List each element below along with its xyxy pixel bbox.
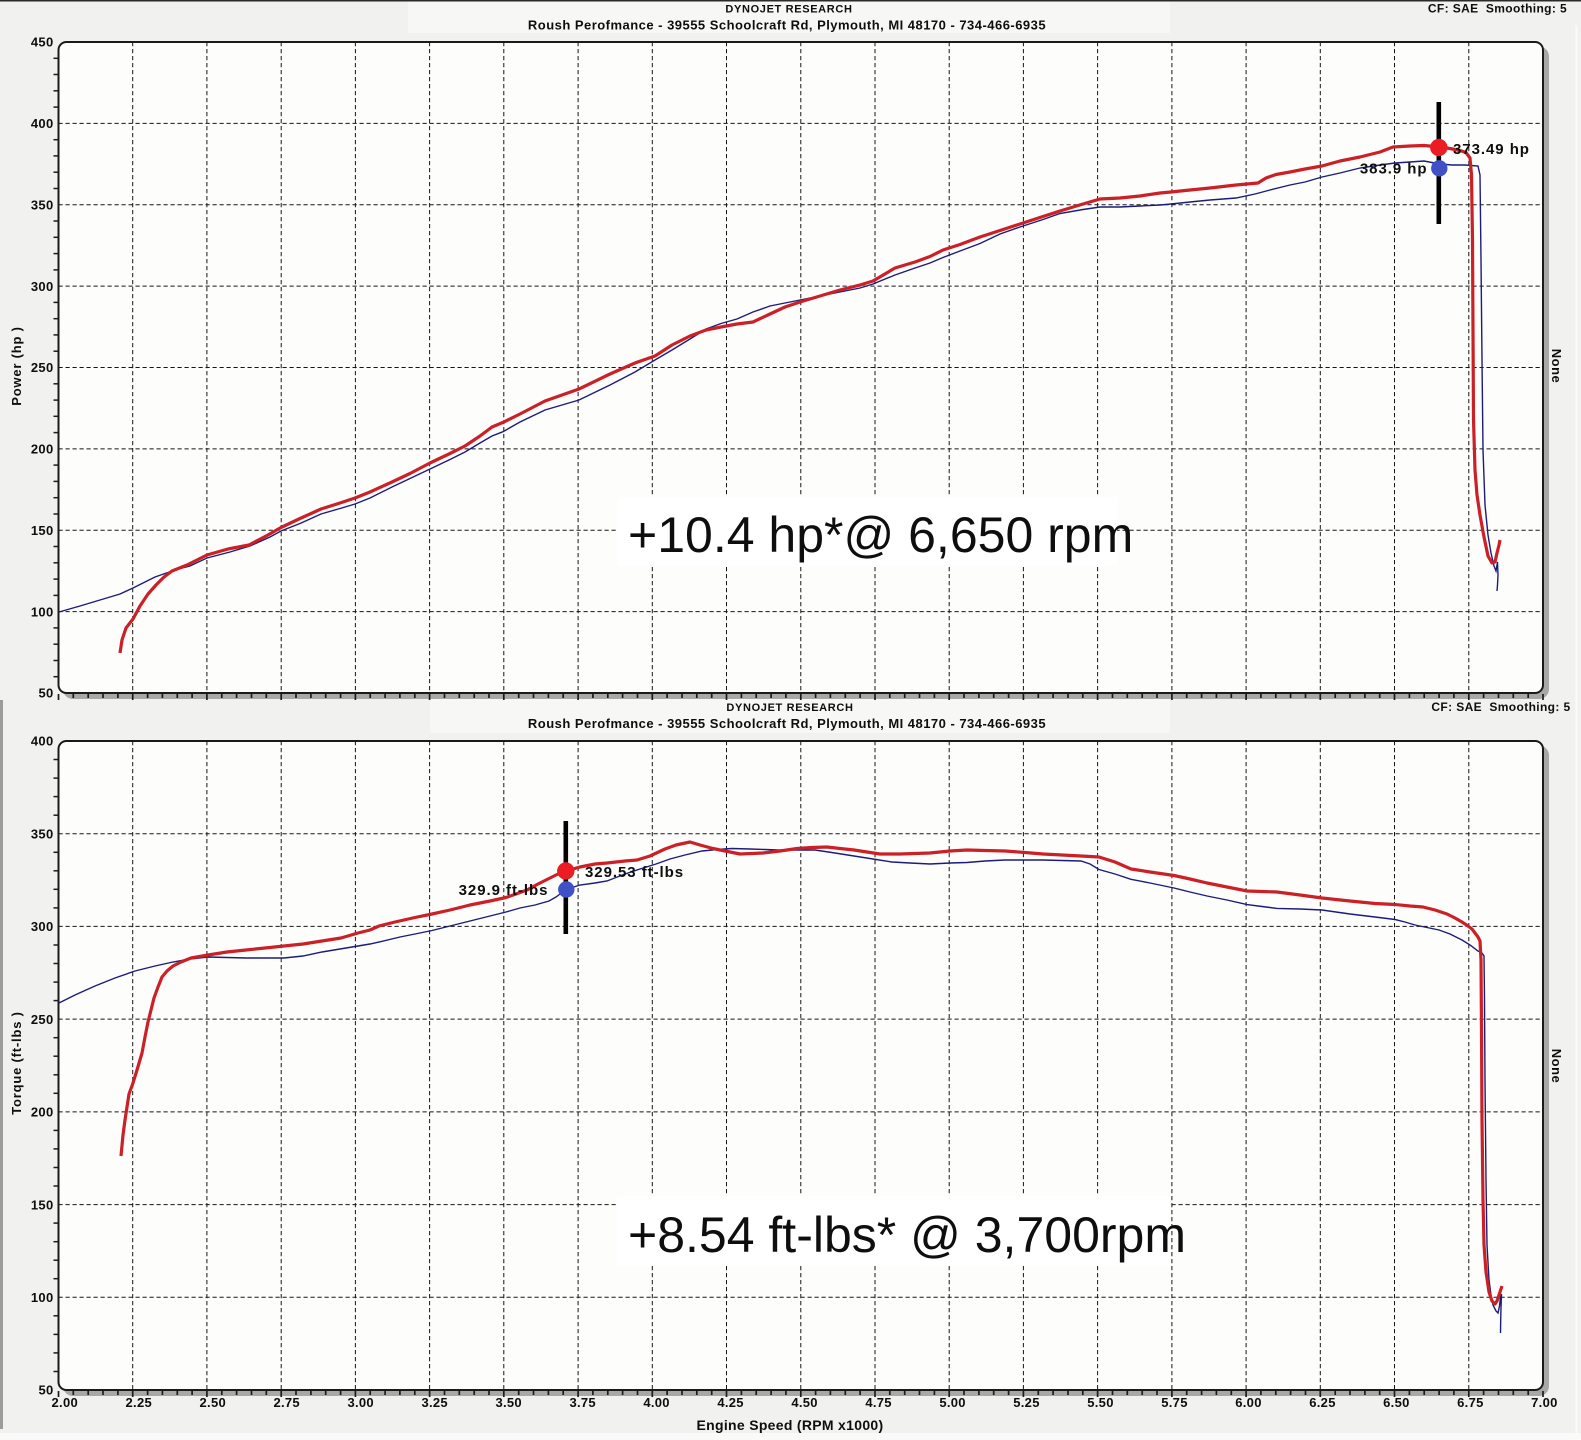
svg-text:2.00: 2.00 [52, 1395, 79, 1410]
svg-text:450: 450 [31, 35, 54, 50]
svg-text:100: 100 [31, 1290, 54, 1305]
svg-text:DYNOJET RESEARCH: DYNOJET RESEARCH [726, 702, 853, 714]
svg-text:150: 150 [31, 523, 54, 538]
svg-text:5.50: 5.50 [1087, 1395, 1114, 1410]
svg-text:4.00: 4.00 [643, 1395, 670, 1410]
svg-text:5.25: 5.25 [1013, 1395, 1040, 1410]
svg-text:6.00: 6.00 [1235, 1395, 1262, 1410]
svg-text:200: 200 [31, 1105, 54, 1120]
svg-text:250: 250 [31, 1012, 54, 1027]
svg-text:2.50: 2.50 [200, 1395, 227, 1410]
svg-text:329.53 ft-lbs: 329.53 ft-lbs [585, 864, 684, 881]
svg-text:3.75: 3.75 [569, 1395, 596, 1410]
svg-text:5.00: 5.00 [939, 1395, 966, 1410]
svg-text:None: None [1549, 349, 1564, 384]
svg-text:5.75: 5.75 [1161, 1395, 1188, 1410]
svg-text:CF: SAE Smoothing: 5: CF: SAE Smoothing: 5 [1431, 700, 1570, 714]
svg-text:3.50: 3.50 [495, 1395, 522, 1410]
svg-text:329.9 ft-lbs: 329.9 ft-lbs [459, 882, 549, 899]
svg-text:100: 100 [31, 604, 54, 619]
svg-text:DYNOJET RESEARCH: DYNOJET RESEARCH [725, 4, 852, 16]
svg-text:6.50: 6.50 [1383, 1395, 1410, 1410]
svg-text:2.75: 2.75 [273, 1395, 300, 1410]
svg-text:350: 350 [31, 197, 54, 212]
svg-text:+8.54 ft-lbs* @ 3,700rpm: +8.54 ft-lbs* @ 3,700rpm [628, 1207, 1186, 1263]
svg-text:2.25: 2.25 [126, 1395, 153, 1410]
svg-text:+10.4 hp*@ 6,650 rpm: +10.4 hp*@ 6,650 rpm [628, 507, 1133, 563]
svg-text:None: None [1549, 1049, 1564, 1084]
svg-text:4.25: 4.25 [717, 1395, 744, 1410]
svg-text:4.50: 4.50 [791, 1395, 818, 1410]
svg-text:400: 400 [31, 734, 54, 749]
svg-text:383.9 hp: 383.9 hp [1360, 160, 1428, 177]
svg-text:50: 50 [38, 1383, 53, 1398]
svg-text:6.25: 6.25 [1309, 1395, 1336, 1410]
svg-text:400: 400 [31, 116, 54, 131]
svg-text:300: 300 [31, 919, 54, 934]
svg-text:350: 350 [31, 826, 54, 841]
svg-text:Roush Perofmance - 39555 Schoo: Roush Perofmance - 39555 Schoolcraft Rd,… [528, 18, 1046, 33]
svg-text:150: 150 [31, 1197, 54, 1212]
svg-text:Power (hp ): Power (hp ) [9, 326, 24, 406]
svg-text:6.75: 6.75 [1457, 1395, 1484, 1410]
svg-text:Roush Perofmance - 39555 Schoo: Roush Perofmance - 39555 Schoolcraft Rd,… [528, 716, 1046, 731]
svg-text:300: 300 [31, 279, 54, 294]
svg-text:50: 50 [38, 686, 53, 701]
svg-text:3.00: 3.00 [347, 1395, 374, 1410]
svg-text:Torque (ft-lbs ): Torque (ft-lbs ) [9, 1011, 24, 1115]
svg-text:7.00: 7.00 [1531, 1395, 1558, 1410]
svg-text:250: 250 [31, 360, 54, 375]
svg-text:4.75: 4.75 [865, 1395, 892, 1410]
svg-text:CF: SAE Smoothing: 5: CF: SAE Smoothing: 5 [1428, 2, 1567, 16]
svg-text:200: 200 [31, 442, 54, 457]
svg-text:Engine Speed (RPM x1000): Engine Speed (RPM x1000) [697, 1417, 884, 1433]
svg-text:373.49 hp: 373.49 hp [1453, 141, 1530, 158]
svg-text:3.25: 3.25 [421, 1395, 448, 1410]
